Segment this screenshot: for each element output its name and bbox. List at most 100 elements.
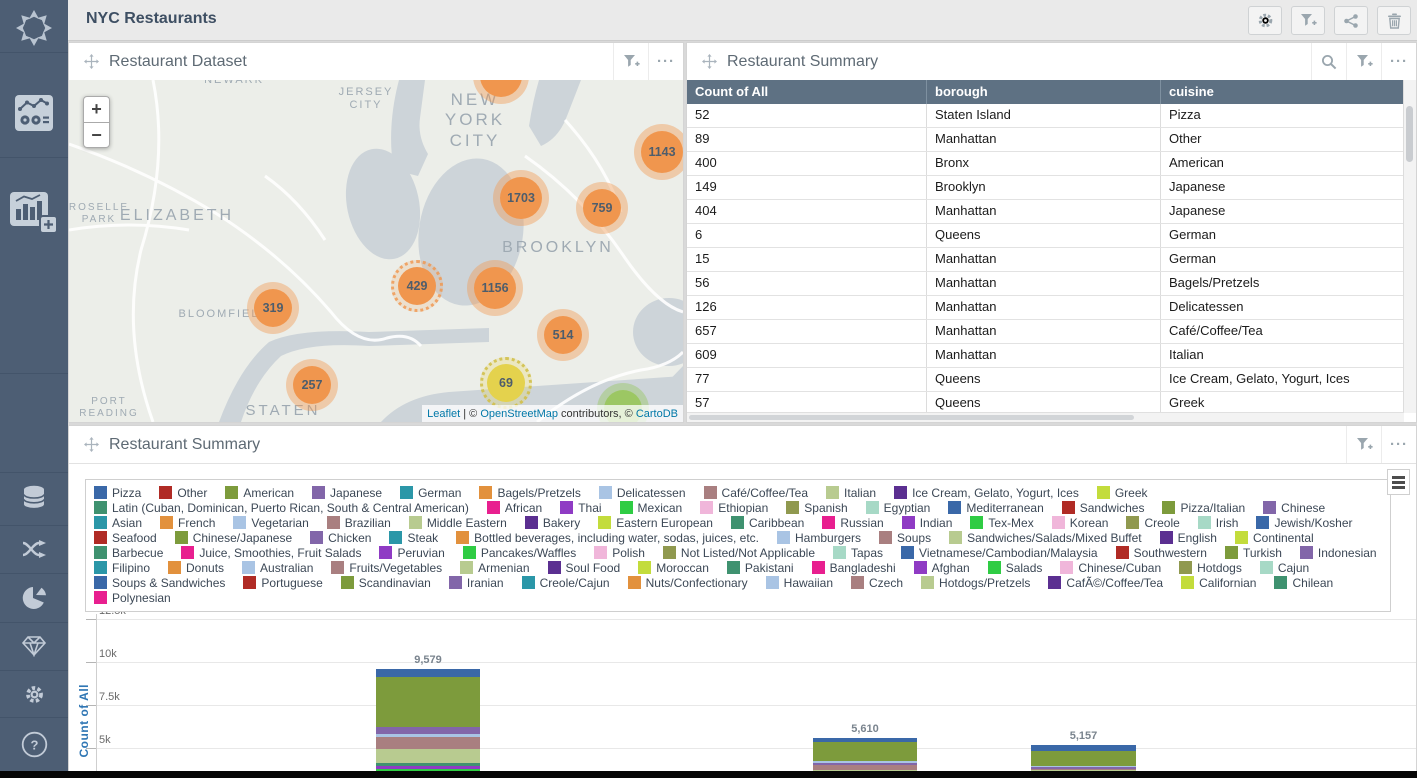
legend-item[interactable]: Bangladeshi <box>811 560 896 575</box>
zoom-in-button[interactable]: + <box>83 96 110 122</box>
legend-item[interactable]: Vegetarian <box>233 515 309 530</box>
map-cluster[interactable]: 759 <box>576 182 628 234</box>
legend-item[interactable]: Bagels/Pretzels <box>479 485 581 500</box>
legend-item[interactable]: Iranian <box>448 575 504 590</box>
table-row[interactable]: 400 Bronx American <box>687 152 1404 176</box>
legend-item[interactable]: French <box>160 515 215 530</box>
map-body[interactable]: + − Leaflet | © OpenStreetMap contributo… <box>69 80 683 422</box>
data-sources-icon[interactable] <box>0 485 68 510</box>
column-header-borough[interactable]: borough <box>927 80 1161 104</box>
legend-item[interactable]: Continental <box>1234 530 1314 545</box>
legend-item[interactable]: CafÃ©/Coffee/Tea <box>1048 575 1163 590</box>
bar-segment[interactable] <box>376 734 480 738</box>
bar-segment[interactable] <box>376 768 480 772</box>
delete-button[interactable] <box>1377 6 1411 35</box>
map-cluster[interactable]: 1703 <box>493 170 549 226</box>
add-chart-icon[interactable] <box>0 191 68 237</box>
column-header-count[interactable]: Count of All <box>687 80 927 104</box>
bar-segment[interactable] <box>376 766 480 769</box>
legend-item[interactable]: Creole/Cajun <box>521 575 610 590</box>
app-logo-icon[interactable] <box>0 7 68 49</box>
table-row[interactable]: 15 Manhattan German <box>687 248 1404 272</box>
legend-item[interactable]: Greek <box>1096 485 1148 500</box>
legend-item[interactable]: Jewish/Kosher <box>1256 515 1353 530</box>
legend-item[interactable]: African <box>486 500 542 515</box>
legend-item[interactable]: Pizza <box>94 485 141 500</box>
table-row[interactable]: 149 Brooklyn Japanese <box>687 176 1404 200</box>
legend-item[interactable]: Polish <box>594 545 645 560</box>
legend-item[interactable]: Tex-Mex <box>970 515 1034 530</box>
map-cluster[interactable]: 319 <box>247 282 299 334</box>
legend-item[interactable]: Other <box>159 485 207 500</box>
bar-segment[interactable] <box>1031 768 1136 771</box>
bar-segment[interactable] <box>813 761 917 763</box>
legend-item[interactable]: Pakistani <box>726 560 794 575</box>
legend-item[interactable]: Turkish <box>1224 545 1282 560</box>
share-button[interactable] <box>1334 6 1368 35</box>
map-cluster[interactable]: 69 <box>480 357 532 409</box>
legend-item[interactable]: Mexican <box>619 500 682 515</box>
bar-segment[interactable] <box>1031 745 1136 751</box>
legend-item[interactable]: Salads <box>987 560 1042 575</box>
legend-item[interactable]: Chicken <box>310 530 371 545</box>
legend-item[interactable]: Soul Food <box>547 560 620 575</box>
bar-segment[interactable] <box>1031 765 1136 768</box>
legend-item[interactable]: Mediterranean <box>948 500 1044 515</box>
bar-segment[interactable] <box>376 669 480 677</box>
legend-item[interactable]: Caribbean <box>730 515 804 530</box>
legend-item[interactable]: Korean <box>1051 515 1108 530</box>
legend-item[interactable]: Asian <box>94 515 142 530</box>
leaflet-link[interactable]: Leaflet <box>427 407 461 420</box>
legend-item[interactable]: Bakery <box>524 515 580 530</box>
legend-item[interactable]: Spanish <box>786 500 848 515</box>
legend-item[interactable]: Delicatessen <box>598 485 686 500</box>
legend-item[interactable]: Russian <box>822 515 884 530</box>
bar-segment[interactable] <box>376 749 480 763</box>
vertical-scrollbar[interactable] <box>1403 80 1416 413</box>
legend-item[interactable]: Afghan <box>913 560 970 575</box>
more-button[interactable]: ··· <box>648 43 683 80</box>
legend-item[interactable]: Sandwiches <box>1061 500 1144 515</box>
bar-segment[interactable] <box>813 737 917 743</box>
legend-item[interactable]: Soups <box>879 530 931 545</box>
bar-segment[interactable] <box>1031 767 1136 769</box>
legend-item[interactable]: Chinese/Cuban <box>1060 560 1161 575</box>
legend-item[interactable]: Japanese <box>312 485 382 500</box>
legend-item[interactable]: Pancakes/Waffles <box>462 545 576 560</box>
legend-item[interactable]: Middle Eastern <box>408 515 507 530</box>
legend-item[interactable]: Irish <box>1197 515 1238 530</box>
legend-item[interactable]: Hawaiian <box>765 575 833 590</box>
legend-item[interactable]: Czech <box>851 575 903 590</box>
more-button[interactable]: ··· <box>1381 426 1416 463</box>
map-cluster[interactable]: 1156 <box>467 260 523 316</box>
legend-item[interactable]: Soups & Sandwiches <box>94 575 225 590</box>
bar-segment[interactable] <box>813 769 917 772</box>
table-row[interactable]: 657 Manhattan Café/Coffee/Tea <box>687 320 1404 344</box>
stacked-bar[interactable] <box>376 669 480 772</box>
scrollbar-thumb[interactable] <box>1406 106 1413 162</box>
legend-item[interactable]: Ethiopian <box>700 500 768 515</box>
column-header-cuisine[interactable]: cuisine <box>1169 84 1214 99</box>
table-row[interactable]: 126 Manhattan Delicatessen <box>687 296 1404 320</box>
legend-item[interactable]: Peruvian <box>379 545 445 560</box>
legend-toggle-button[interactable] <box>1387 469 1410 495</box>
legend-item[interactable]: Scandinavian <box>340 575 431 590</box>
legend-item[interactable]: Moroccan <box>638 560 709 575</box>
search-button[interactable] <box>1311 43 1346 80</box>
legend-item[interactable]: Barbecue <box>94 545 163 560</box>
legend-item[interactable]: Tapas <box>833 545 883 560</box>
legend-item[interactable]: Thai <box>560 500 602 515</box>
legend-item[interactable]: German <box>400 485 461 500</box>
pie-chart-icon[interactable] <box>0 585 68 610</box>
bar-segment[interactable] <box>376 762 480 767</box>
map-cluster[interactable]: 429 <box>391 260 443 312</box>
map-cluster[interactable]: 257 <box>286 359 338 411</box>
legend-item[interactable]: Egyptian <box>865 500 930 515</box>
legend-item[interactable]: Filipino <box>94 560 150 575</box>
legend-item[interactable]: American <box>225 485 294 500</box>
legend-item[interactable]: Southwestern <box>1115 545 1207 560</box>
settings-icon[interactable] <box>0 684 68 705</box>
legend-item[interactable]: Café/Coffee/Tea <box>703 485 808 500</box>
legend-item[interactable]: Chinese <box>1263 500 1325 515</box>
bar-segment[interactable] <box>813 764 917 770</box>
